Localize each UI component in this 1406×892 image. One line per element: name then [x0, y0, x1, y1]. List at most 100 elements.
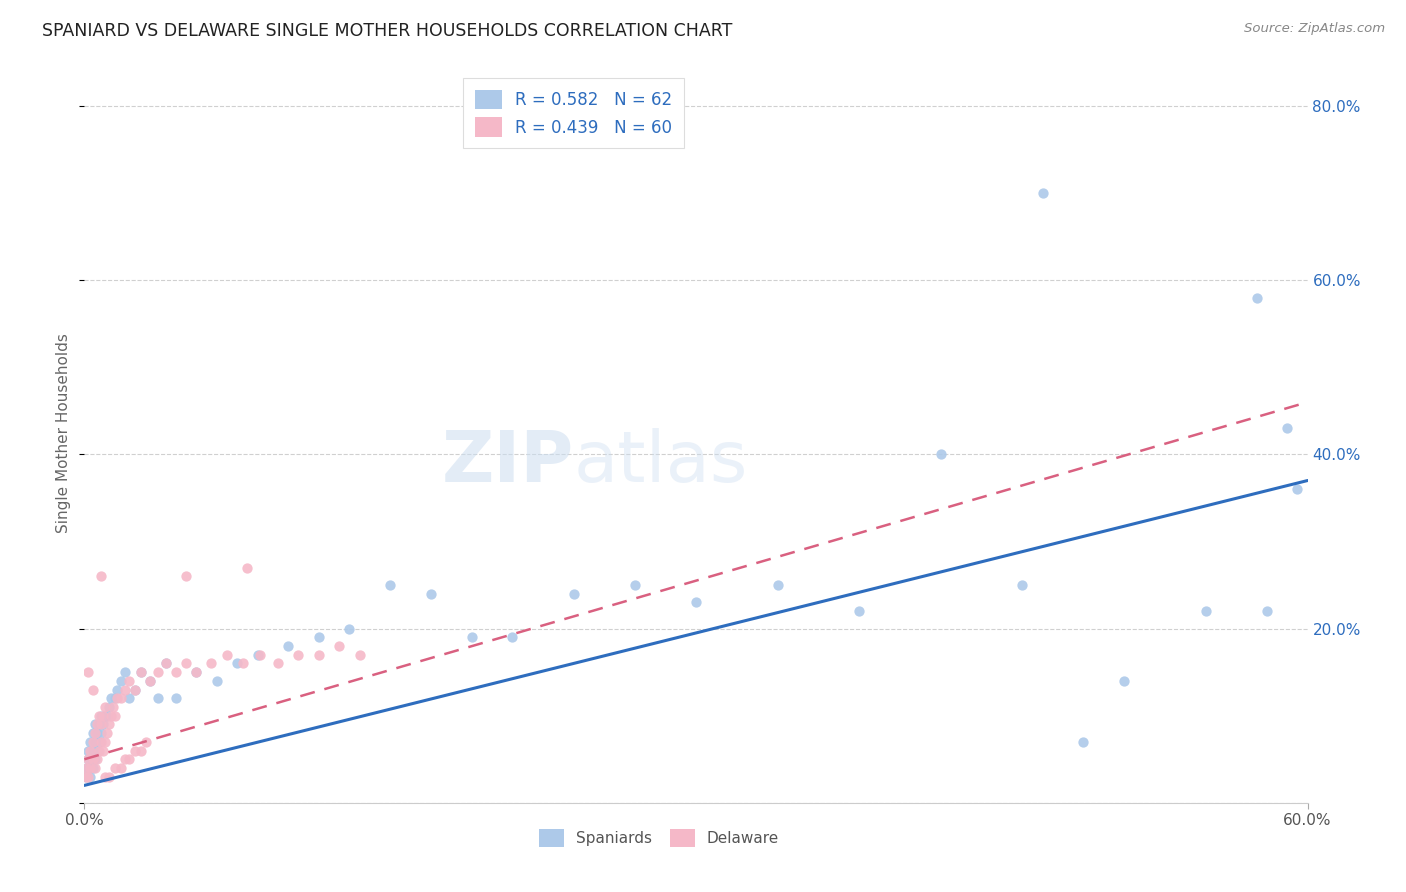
Legend: Spaniards, Delaware: Spaniards, Delaware — [531, 822, 787, 855]
Point — [97, 770, 120, 784]
Point — [82, 761, 104, 775]
Y-axis label: Single Mother Households: Single Mother Households — [56, 333, 72, 533]
Point — [328, 639, 350, 653]
Point — [155, 657, 177, 671]
Point — [848, 604, 870, 618]
Point — [104, 691, 127, 706]
Text: Source: ZipAtlas.com: Source: ZipAtlas.com — [1244, 22, 1385, 36]
Point — [155, 657, 177, 671]
Point — [766, 578, 789, 592]
Point — [1277, 421, 1299, 435]
Point — [420, 587, 443, 601]
Point — [146, 691, 169, 706]
Point — [82, 743, 104, 757]
Point — [308, 630, 330, 644]
Point — [249, 648, 271, 662]
Point — [82, 735, 104, 749]
Point — [96, 708, 118, 723]
Point — [87, 735, 110, 749]
Point — [86, 752, 108, 766]
Point — [461, 630, 484, 644]
Point — [1256, 604, 1278, 618]
Point — [75, 770, 97, 784]
Point — [82, 682, 104, 697]
Point — [114, 752, 136, 766]
Point — [77, 752, 100, 766]
Point — [380, 578, 402, 592]
Point — [105, 691, 128, 706]
Point — [131, 743, 153, 757]
Point — [308, 648, 330, 662]
Point — [110, 673, 132, 688]
Point — [246, 648, 269, 662]
Point — [91, 717, 114, 731]
Point — [217, 648, 239, 662]
Text: atlas: atlas — [574, 428, 748, 497]
Point — [110, 761, 132, 775]
Point — [79, 735, 101, 749]
Point — [87, 708, 110, 723]
Point — [174, 569, 197, 583]
Point — [165, 665, 187, 680]
Point — [83, 726, 105, 740]
Point — [75, 770, 97, 784]
Point — [82, 752, 104, 766]
Text: ZIP: ZIP — [441, 428, 574, 497]
Point — [77, 770, 100, 784]
Point — [200, 657, 222, 671]
Point — [79, 761, 101, 775]
Point — [83, 752, 105, 766]
Point — [90, 708, 112, 723]
Point — [114, 682, 136, 697]
Point — [93, 735, 115, 749]
Point — [79, 770, 101, 784]
Point — [929, 447, 952, 461]
Point — [124, 743, 146, 757]
Point — [562, 587, 585, 601]
Point — [90, 717, 112, 731]
Point — [100, 708, 122, 723]
Point — [287, 648, 309, 662]
Point — [75, 761, 97, 775]
Point — [77, 761, 100, 775]
Point — [105, 682, 128, 697]
Point — [79, 752, 101, 766]
Point — [205, 673, 228, 688]
Point — [91, 708, 114, 723]
Point — [90, 726, 112, 740]
Point — [124, 682, 146, 697]
Point — [83, 717, 105, 731]
Point — [138, 673, 160, 688]
Point — [236, 560, 259, 574]
Point — [502, 630, 524, 644]
Point — [186, 665, 208, 680]
Point — [118, 752, 141, 766]
Point — [685, 595, 707, 609]
Point — [138, 673, 160, 688]
Point — [96, 726, 118, 740]
Point — [90, 569, 112, 583]
Point — [82, 726, 104, 740]
Point — [86, 717, 108, 731]
Point — [93, 708, 115, 723]
Point — [118, 691, 141, 706]
Point — [86, 743, 108, 757]
Point — [90, 735, 112, 749]
Point — [124, 682, 146, 697]
Point — [91, 743, 114, 757]
Point — [1195, 604, 1218, 618]
Point — [135, 735, 157, 749]
Point — [79, 743, 101, 757]
Text: SPANIARD VS DELAWARE SINGLE MOTHER HOUSEHOLDS CORRELATION CHART: SPANIARD VS DELAWARE SINGLE MOTHER HOUSE… — [42, 22, 733, 40]
Point — [232, 657, 254, 671]
Point — [131, 665, 153, 680]
Point — [1073, 735, 1095, 749]
Point — [101, 700, 124, 714]
Point — [146, 665, 169, 680]
Point — [86, 726, 108, 740]
Point — [277, 639, 299, 653]
Point — [104, 708, 127, 723]
Point — [1032, 186, 1054, 200]
Point — [100, 691, 122, 706]
Point — [97, 717, 120, 731]
